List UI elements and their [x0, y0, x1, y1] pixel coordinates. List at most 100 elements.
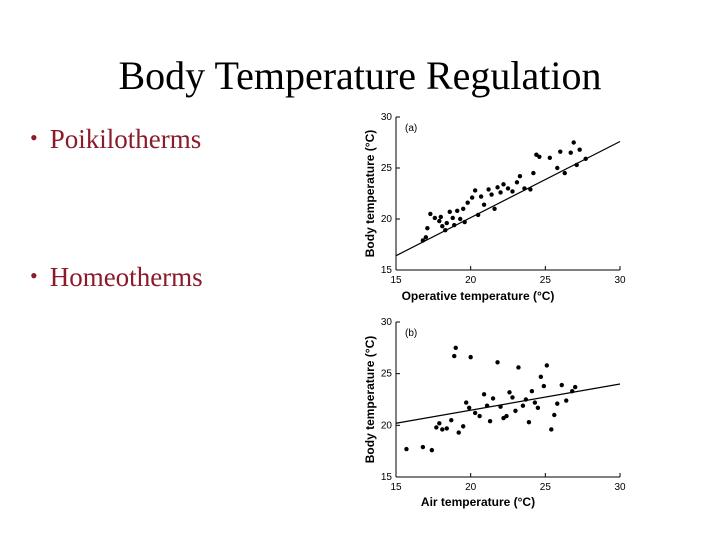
bullet-homeotherms: • Homeotherms [30, 262, 203, 293]
bullet-label: Poikilotherms [49, 124, 202, 154]
x-tick-label: 25 [540, 275, 552, 286]
y-tick-label: 30 [381, 112, 393, 123]
data-point [455, 208, 460, 214]
data-point [541, 383, 547, 389]
bullet-poikilotherms: • Poikilotherms [30, 124, 201, 155]
regression-line [395, 140, 621, 257]
bullet-dot: • [30, 125, 38, 150]
x-tick-label: 20 [465, 275, 477, 286]
data-point [478, 194, 484, 199]
x-axis-title: Operative temperature (°C) [402, 289, 555, 303]
data-point [443, 228, 448, 233]
data-point [420, 444, 426, 450]
data-point [461, 206, 466, 211]
data-point [437, 421, 442, 426]
data-point [510, 395, 515, 400]
data-point [538, 374, 544, 379]
x-tick-label: 30 [614, 482, 626, 493]
data-point [456, 430, 461, 435]
data-point [450, 215, 455, 221]
data-point [552, 412, 557, 418]
data-point [510, 189, 515, 194]
data-point [438, 214, 443, 220]
data-point [437, 218, 442, 224]
data-point [513, 408, 518, 414]
x-tick-label: 20 [465, 482, 477, 493]
data-point [484, 403, 490, 408]
data-point [555, 165, 560, 171]
data-point [444, 220, 449, 226]
slide-title: Body Temperature Regulation [118, 53, 602, 98]
data-point [583, 156, 588, 162]
data-point [562, 170, 567, 176]
data-point [504, 413, 509, 419]
y-tick-label: 15 [381, 472, 393, 483]
x-axis-title: Air temperature (°C) [421, 495, 535, 509]
data-point [453, 345, 458, 351]
y-tick-label: 25 [381, 369, 393, 380]
x-tick-label: 15 [390, 482, 402, 493]
data-point [559, 382, 564, 388]
data-point [468, 354, 473, 360]
data-point [495, 360, 500, 365]
data-point [571, 140, 576, 145]
data-point [486, 187, 491, 192]
data-point [573, 384, 578, 390]
data-point [429, 447, 435, 453]
data-point [532, 400, 538, 405]
data-point [452, 353, 457, 359]
data-point [469, 195, 475, 200]
data-point [481, 202, 487, 207]
data-point [425, 225, 430, 231]
y-axis-title: Body temperature (°C) [363, 130, 377, 257]
data-point [492, 206, 497, 211]
y-tick-label: 25 [381, 163, 393, 174]
data-point [432, 215, 438, 221]
data-point [544, 363, 550, 368]
data-point [404, 446, 409, 452]
data-point [558, 149, 563, 154]
data-point [498, 190, 503, 195]
bullet-label: Homeotherms [49, 262, 203, 292]
data-point [465, 200, 470, 205]
data-point [514, 180, 520, 185]
data-point [489, 192, 494, 197]
data-point [434, 425, 439, 430]
panel-label: (b) [405, 328, 417, 339]
data-point [505, 186, 511, 191]
x-tick-label: 25 [540, 482, 552, 493]
data-point [466, 405, 472, 410]
y-tick-label: 15 [381, 265, 393, 276]
data-point [555, 401, 560, 406]
data-point [564, 398, 569, 403]
data-point [523, 397, 529, 402]
data-point [440, 427, 445, 432]
data-point [481, 392, 487, 397]
data-point [516, 365, 521, 370]
data-point [498, 404, 503, 409]
data-point [423, 235, 429, 240]
data-point [452, 222, 457, 228]
y-axis-title: Body temperature (°C) [363, 336, 377, 463]
data-point [458, 216, 463, 222]
data-point [549, 427, 554, 432]
chart-panel-2: 15 20 25 30 15 20 25 30 (b) Air temperature (°C) B… [363, 317, 626, 509]
chart-panel-1: 15 20 25 30 15 20 25 30 (a) Operative temperature… [363, 112, 626, 303]
x-tick-label: 30 [614, 275, 626, 286]
bullet-dot: • [30, 263, 38, 288]
data-point [522, 186, 527, 191]
data-point [531, 170, 536, 176]
data-point [574, 162, 579, 168]
y-tick-label: 30 [381, 317, 393, 328]
data-point [449, 417, 454, 423]
data-point [529, 389, 535, 394]
panel-label: (a) [405, 123, 417, 134]
data-point [463, 400, 469, 405]
data-point [568, 150, 573, 155]
data-point [495, 185, 500, 190]
x-tick-label: 15 [390, 275, 402, 286]
data-point [447, 209, 452, 215]
data-point [537, 154, 542, 159]
data-point [461, 424, 466, 429]
